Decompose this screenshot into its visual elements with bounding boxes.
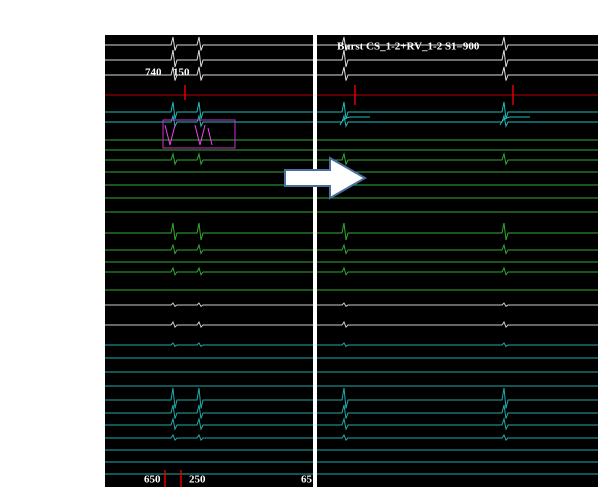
trace [317, 152, 598, 166]
interval-label: 65 [301, 474, 313, 486]
interval-label: 650 [144, 474, 161, 486]
trace [317, 417, 598, 431]
trace [105, 404, 313, 419]
trace [105, 152, 313, 166]
trace [105, 417, 313, 431]
interval-label: 740 [145, 67, 162, 79]
trace [317, 387, 598, 409]
trace [317, 320, 598, 329]
trace [317, 433, 598, 442]
trace [317, 36, 598, 51]
trace [105, 266, 313, 276]
trace [105, 387, 313, 409]
trace [317, 114, 598, 128]
trace [317, 222, 598, 241]
protocol-label: Burst CS_1-2+RV_1-2 S1=900 [337, 41, 480, 53]
trace [317, 404, 598, 419]
trace [339, 116, 530, 126]
trace [105, 49, 313, 68]
trace [162, 119, 236, 149]
trace [105, 243, 313, 255]
trace [317, 243, 598, 255]
trace [105, 66, 313, 81]
trace [105, 36, 313, 51]
trace [317, 342, 598, 348]
traces [105, 36, 598, 487]
trace [317, 266, 598, 276]
trace [105, 433, 313, 442]
trace [164, 124, 213, 146]
trace [105, 114, 313, 128]
trace [105, 342, 313, 348]
trace [317, 49, 598, 68]
trace [317, 66, 598, 81]
trace [317, 101, 598, 120]
arrow [284, 156, 368, 200]
trace [105, 101, 313, 120]
interval-label: 250 [189, 474, 206, 486]
right-panel [317, 35, 598, 487]
trace [105, 222, 313, 241]
interval-label: 150 [173, 67, 190, 79]
left-panel [105, 35, 313, 487]
trace [105, 302, 313, 308]
trace [105, 320, 313, 329]
trace [317, 302, 598, 308]
